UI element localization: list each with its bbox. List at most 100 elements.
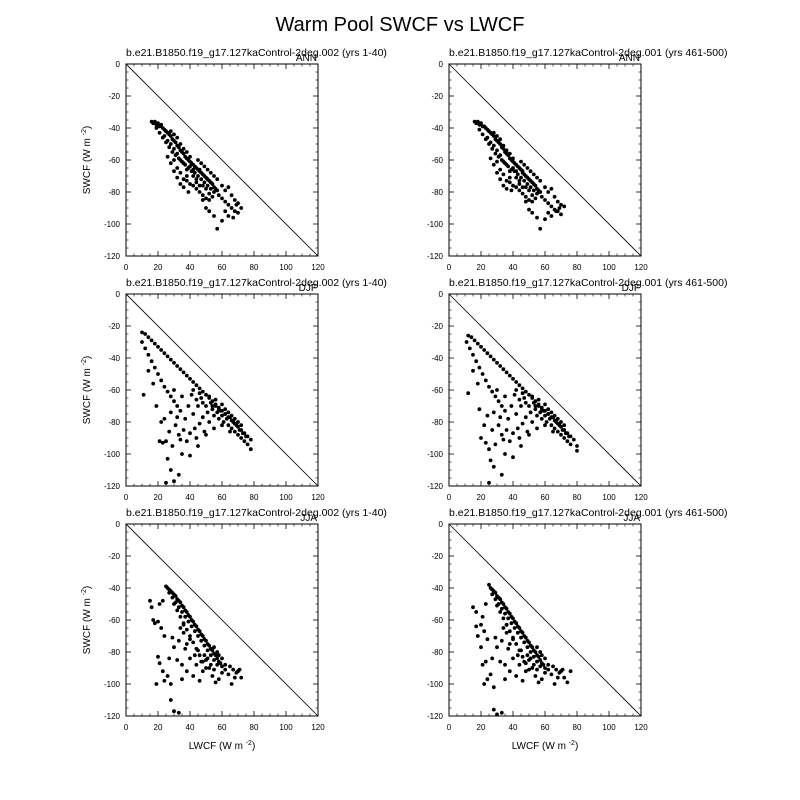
data-point <box>517 662 522 667</box>
data-point <box>530 645 535 650</box>
data-point <box>501 143 506 148</box>
data-point <box>175 415 180 420</box>
x-tick-label: 60 <box>541 723 550 732</box>
data-point <box>559 202 563 207</box>
data-point <box>216 653 221 658</box>
data-point <box>232 198 237 202</box>
data-point <box>172 399 176 404</box>
x-tick-label: 60 <box>541 493 550 502</box>
data-point <box>495 388 499 392</box>
y-tick-label: -120 <box>104 252 121 261</box>
data-point <box>167 145 172 150</box>
data-point <box>467 346 472 351</box>
data-point <box>204 206 208 210</box>
data-point <box>160 440 165 445</box>
data-point <box>531 662 536 667</box>
data-point <box>197 678 202 683</box>
data-point <box>184 178 189 183</box>
data-point <box>507 151 512 156</box>
data-point <box>188 453 192 458</box>
data-point <box>490 428 495 432</box>
data-point <box>562 675 567 680</box>
data-point <box>490 592 495 597</box>
data-point <box>511 455 515 460</box>
data-point <box>175 166 180 170</box>
scatter-panel: b.e21.B1850.f19_g17.127kaControl-2deg.00… <box>427 47 727 272</box>
data-point <box>210 404 215 408</box>
data-point <box>196 174 200 178</box>
data-point <box>176 638 181 643</box>
data-point <box>232 429 237 434</box>
data-point <box>523 194 528 199</box>
data-point <box>184 610 189 614</box>
data-point <box>527 392 531 397</box>
data-point <box>495 645 499 650</box>
data-point <box>188 634 192 638</box>
data-point <box>172 388 176 392</box>
y-tick-label: -40 <box>108 584 120 593</box>
data-point <box>475 634 480 638</box>
data-point <box>511 431 515 436</box>
data-point <box>517 383 522 388</box>
data-point <box>188 637 192 642</box>
data-point <box>175 364 180 368</box>
data-point <box>212 413 216 418</box>
data-point <box>191 380 196 384</box>
y-tick-label: 0 <box>439 520 444 529</box>
data-point <box>176 605 181 610</box>
data-point <box>519 404 523 408</box>
data-point <box>498 137 503 142</box>
data-point <box>543 413 547 418</box>
data-point <box>152 621 157 626</box>
data-point <box>549 204 554 209</box>
data-point <box>194 662 199 667</box>
data-point <box>172 602 176 606</box>
data-point <box>146 335 151 340</box>
data-point <box>176 145 181 150</box>
data-point <box>168 394 173 399</box>
data-point <box>162 134 167 138</box>
data-point <box>172 709 176 714</box>
data-point <box>208 170 213 175</box>
data-point <box>143 332 148 336</box>
data-point <box>563 431 568 436</box>
data-point <box>199 659 204 664</box>
data-point <box>162 416 167 421</box>
data-point <box>168 682 173 686</box>
data-point <box>181 177 186 182</box>
data-point <box>189 392 194 397</box>
data-point <box>536 680 541 685</box>
data-point <box>469 335 474 340</box>
data-point <box>559 420 563 424</box>
data-point <box>520 169 525 174</box>
data-point <box>485 637 490 642</box>
data-point <box>565 439 570 444</box>
data-point <box>221 420 226 424</box>
data-point <box>231 420 236 424</box>
data-point <box>477 365 482 370</box>
data-point <box>498 597 503 602</box>
data-point <box>175 404 180 408</box>
y-tick-label: -40 <box>431 354 443 363</box>
data-point <box>176 710 181 715</box>
data-point <box>168 698 173 702</box>
data-point <box>501 626 506 630</box>
data-point <box>496 423 501 428</box>
data-point <box>555 429 560 434</box>
data-point <box>485 351 490 356</box>
data-point <box>501 367 506 372</box>
data-point <box>499 638 504 643</box>
y-tick-label: 0 <box>116 290 121 299</box>
data-point <box>205 183 210 188</box>
data-point <box>216 193 221 198</box>
data-point <box>194 186 199 191</box>
data-point <box>172 645 176 650</box>
data-point <box>176 432 181 437</box>
data-point <box>568 669 573 674</box>
x-tick-label: 100 <box>602 493 616 502</box>
x-tick-label: 60 <box>218 263 227 272</box>
data-point <box>220 218 224 223</box>
data-point <box>480 372 485 376</box>
data-point <box>471 352 475 357</box>
data-point <box>495 170 499 175</box>
